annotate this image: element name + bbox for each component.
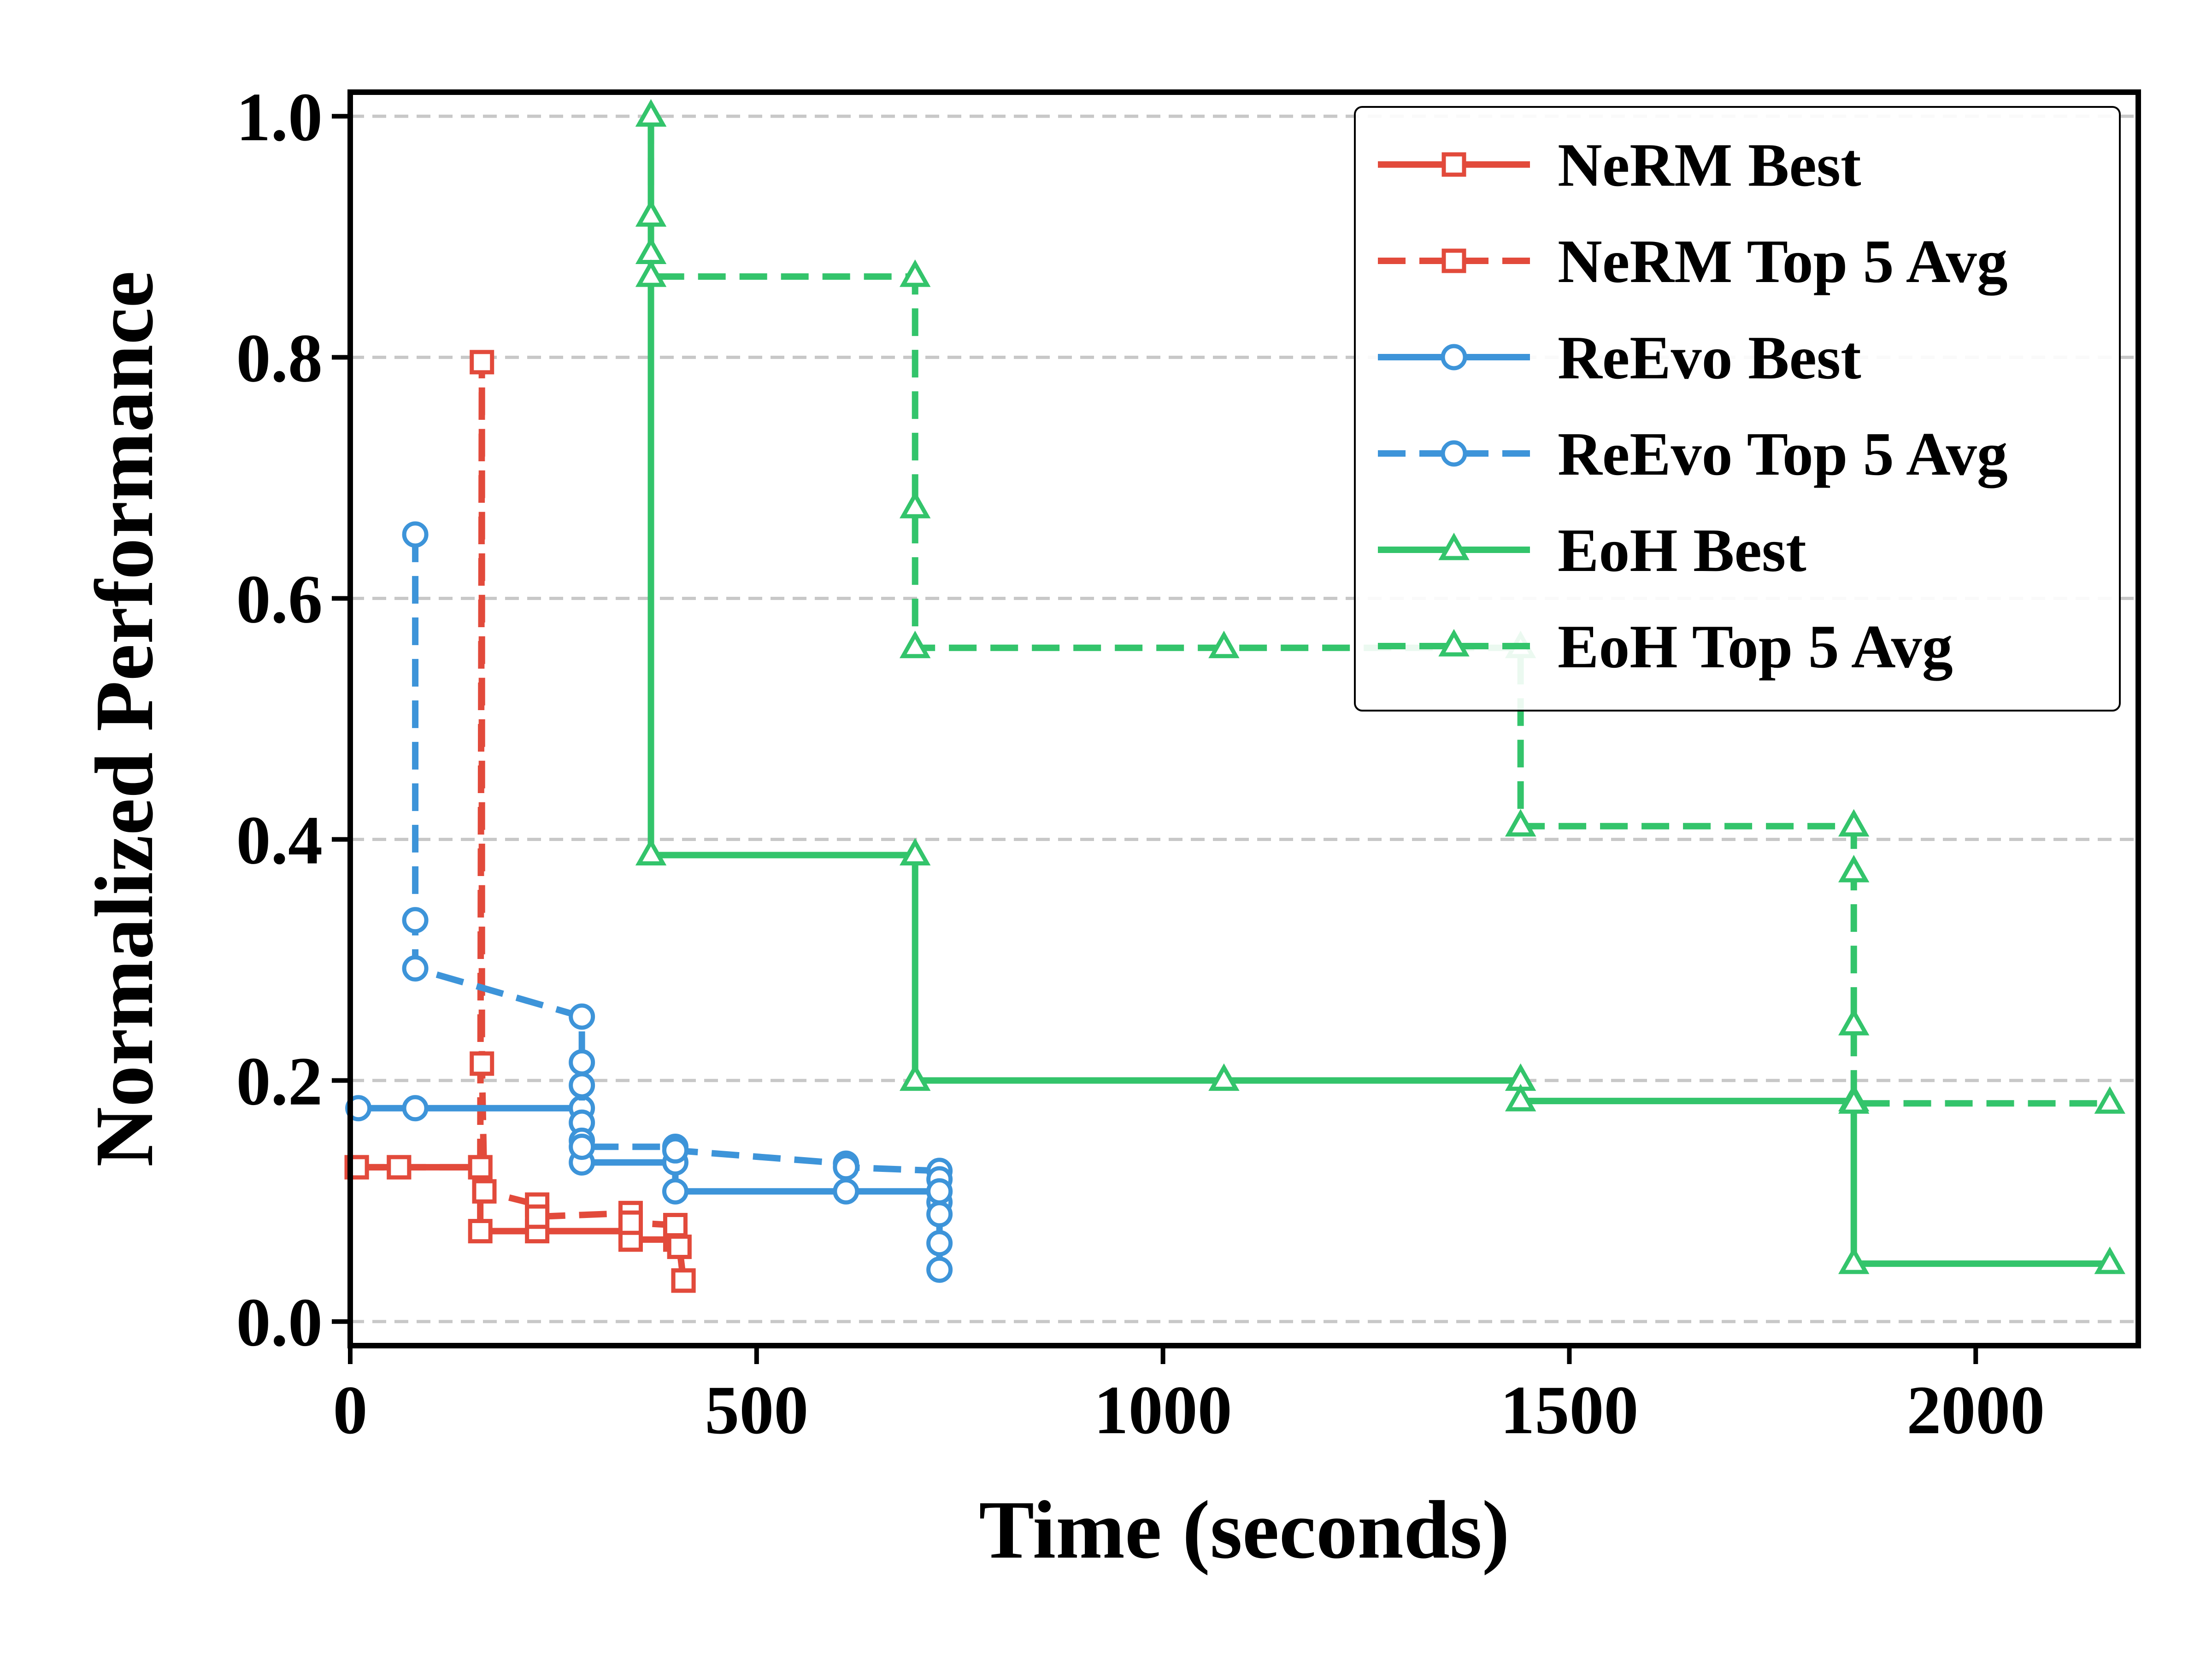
tick-layer: 0 500 1000 1500 2000 0.0 0.2 0.4 0.6 0.8 1.0 bbox=[236, 79, 2045, 1448]
x-tick-label-0: 0 bbox=[333, 1372, 368, 1448]
point-eoh-best-1 bbox=[635, 838, 667, 866]
point-eoh-best-3 bbox=[900, 1063, 931, 1091]
point-reevo-top-5-avg-15 bbox=[926, 1178, 953, 1205]
series-eoh-top-5-avg bbox=[635, 99, 2125, 1114]
legend-marker-nerm-top-5-avg bbox=[1441, 248, 1466, 273]
point-eoh-top-5-avg-9 bbox=[1505, 809, 1536, 837]
point-eoh-best-9 bbox=[2094, 1247, 2125, 1274]
point-reevo-best-11 bbox=[926, 1256, 953, 1283]
x-tick-label-2: 1000 bbox=[1094, 1372, 1232, 1448]
point-reevo-best-1 bbox=[402, 1095, 429, 1122]
point-eoh-top-5-avg-0 bbox=[635, 99, 667, 127]
legend-items: NeRM Best NeRM Top 5 Avg ReEvo Best ReEvo T… bbox=[1378, 131, 2008, 681]
point-nerm-top-5-avg-4 bbox=[470, 1051, 494, 1076]
point-reevo-best-5 bbox=[662, 1178, 688, 1205]
y-tick-label-0: 0.0 bbox=[236, 1284, 323, 1361]
point-reevo-top-5-avg-4 bbox=[569, 1049, 595, 1076]
legend-marker-reevo-top-5-avg bbox=[1441, 440, 1467, 467]
point-eoh-top-5-avg-4 bbox=[900, 259, 931, 287]
point-reevo-top-5-avg-0 bbox=[402, 521, 429, 548]
point-reevo-top-5-avg-1 bbox=[402, 907, 429, 934]
x-axis-title: Time (seconds) bbox=[979, 1484, 1510, 1576]
point-nerm-top-5-avg-5 bbox=[472, 1179, 497, 1204]
series-reevo-top-5-avg bbox=[402, 521, 953, 1205]
point-nerm-top-5-avg-3 bbox=[470, 350, 494, 375]
legend-item-reevo-top-5-avg: ReEvo Top 5 Avg bbox=[1378, 420, 2008, 488]
point-eoh-top-5-avg-2 bbox=[635, 236, 667, 264]
series-reevo-best bbox=[345, 1095, 953, 1283]
point-reevo-top-5-avg-12 bbox=[833, 1154, 859, 1181]
series-layer bbox=[344, 99, 2125, 1293]
legend-label-eoh-best: EoH Best bbox=[1558, 516, 1806, 584]
series-eoh-best bbox=[635, 99, 2125, 1274]
series-line-eoh-best bbox=[647, 116, 2110, 1267]
point-eoh-top-5-avg-7 bbox=[1208, 630, 1240, 659]
point-nerm-top-5-avg-7 bbox=[525, 1204, 550, 1229]
series-line-nerm-top-5-avg bbox=[357, 359, 687, 1281]
point-reevo-best-10 bbox=[926, 1230, 953, 1257]
y-tick-label-1: 0.2 bbox=[236, 1043, 323, 1120]
point-nerm-top-5-avg-9 bbox=[618, 1210, 643, 1235]
point-eoh-top-5-avg-5 bbox=[900, 491, 931, 518]
legend-label-eoh-top-5-avg: EoH Top 5 Avg bbox=[1558, 612, 1953, 681]
point-reevo-best-6 bbox=[833, 1178, 859, 1205]
legend-label-reevo-top-5-avg: ReEvo Top 5 Avg bbox=[1558, 420, 2008, 488]
point-reevo-top-5-avg-10 bbox=[662, 1137, 688, 1164]
legend-label-nerm-best: NeRM Best bbox=[1558, 131, 1861, 199]
point-reevo-top-5-avg-5 bbox=[569, 1072, 595, 1099]
legend-label-nerm-top-5-avg: NeRM Top 5 Avg bbox=[1558, 227, 2008, 296]
legend-item-reevo-best: ReEvo Best bbox=[1378, 324, 1861, 392]
point-eoh-best-6 bbox=[1505, 1083, 1536, 1112]
point-reevo-top-5-avg-8 bbox=[569, 1133, 595, 1160]
point-eoh-top-5-avg-11 bbox=[1838, 855, 1870, 882]
y-axis-title: Normalized Performance bbox=[78, 271, 170, 1167]
point-eoh-top-5-avg-10 bbox=[1838, 809, 1870, 837]
y-tick-label-5: 1.0 bbox=[236, 79, 323, 155]
point-eoh-best-8 bbox=[1838, 1247, 1870, 1274]
point-reevo-top-5-avg-2 bbox=[402, 955, 429, 982]
point-nerm-top-5-avg-10 bbox=[663, 1212, 688, 1237]
point-nerm-top-5-avg-2 bbox=[468, 1155, 493, 1180]
point-eoh-top-5-avg-1 bbox=[635, 199, 667, 227]
point-eoh-top-5-avg-12 bbox=[1838, 1008, 1870, 1035]
point-reevo-best-9 bbox=[926, 1201, 953, 1228]
legend-label-reevo-best: ReEvo Best bbox=[1558, 324, 1861, 392]
plot-frame bbox=[347, 89, 2141, 1348]
x-tick-label-1: 500 bbox=[705, 1372, 808, 1448]
legend: NeRM Best NeRM Top 5 Avg ReEvo Best ReEvo T… bbox=[1354, 106, 2121, 712]
series-line-reevo-top-5-avg bbox=[412, 534, 943, 1192]
legend-item-eoh-best: EoH Best bbox=[1378, 516, 1806, 584]
legend-box bbox=[1354, 106, 2121, 712]
point-nerm-top-5-avg-11 bbox=[667, 1235, 692, 1259]
point-eoh-top-5-avg-13 bbox=[1838, 1086, 1870, 1114]
x-tick-label-4: 2000 bbox=[1906, 1372, 2045, 1448]
point-eoh-top-5-avg-3 bbox=[635, 259, 667, 287]
legend-item-nerm-top-5-avg: NeRM Top 5 Avg bbox=[1378, 227, 2008, 296]
series-nerm-top-5-avg bbox=[344, 350, 696, 1293]
y-tick-label-3: 0.6 bbox=[236, 561, 323, 637]
point-reevo-top-5-avg-3 bbox=[569, 1003, 595, 1030]
point-nerm-best-3 bbox=[468, 1219, 493, 1244]
legend-marker-nerm-best bbox=[1441, 152, 1466, 177]
point-nerm-top-5-avg-1 bbox=[387, 1155, 412, 1180]
legend-item-nerm-best: NeRM Best bbox=[1378, 131, 1861, 199]
point-eoh-best-2 bbox=[900, 838, 931, 866]
point-eoh-best-4 bbox=[1208, 1063, 1240, 1091]
point-eoh-top-5-avg-6 bbox=[900, 630, 931, 659]
legend-marker-eoh-top-5-avg bbox=[1438, 629, 1470, 657]
legend-item-eoh-top-5-avg: EoH Top 5 Avg bbox=[1378, 612, 1953, 681]
legend-marker-reevo-best bbox=[1441, 344, 1467, 371]
y-tick-label-2: 0.4 bbox=[236, 802, 323, 879]
x-tick-label-3: 1500 bbox=[1500, 1372, 1638, 1448]
point-nerm-top-5-avg-12 bbox=[671, 1268, 696, 1293]
y-tick-label-4: 0.8 bbox=[236, 320, 323, 396]
legend-marker-eoh-best bbox=[1438, 532, 1470, 560]
point-eoh-top-5-avg-14 bbox=[2094, 1086, 2125, 1114]
